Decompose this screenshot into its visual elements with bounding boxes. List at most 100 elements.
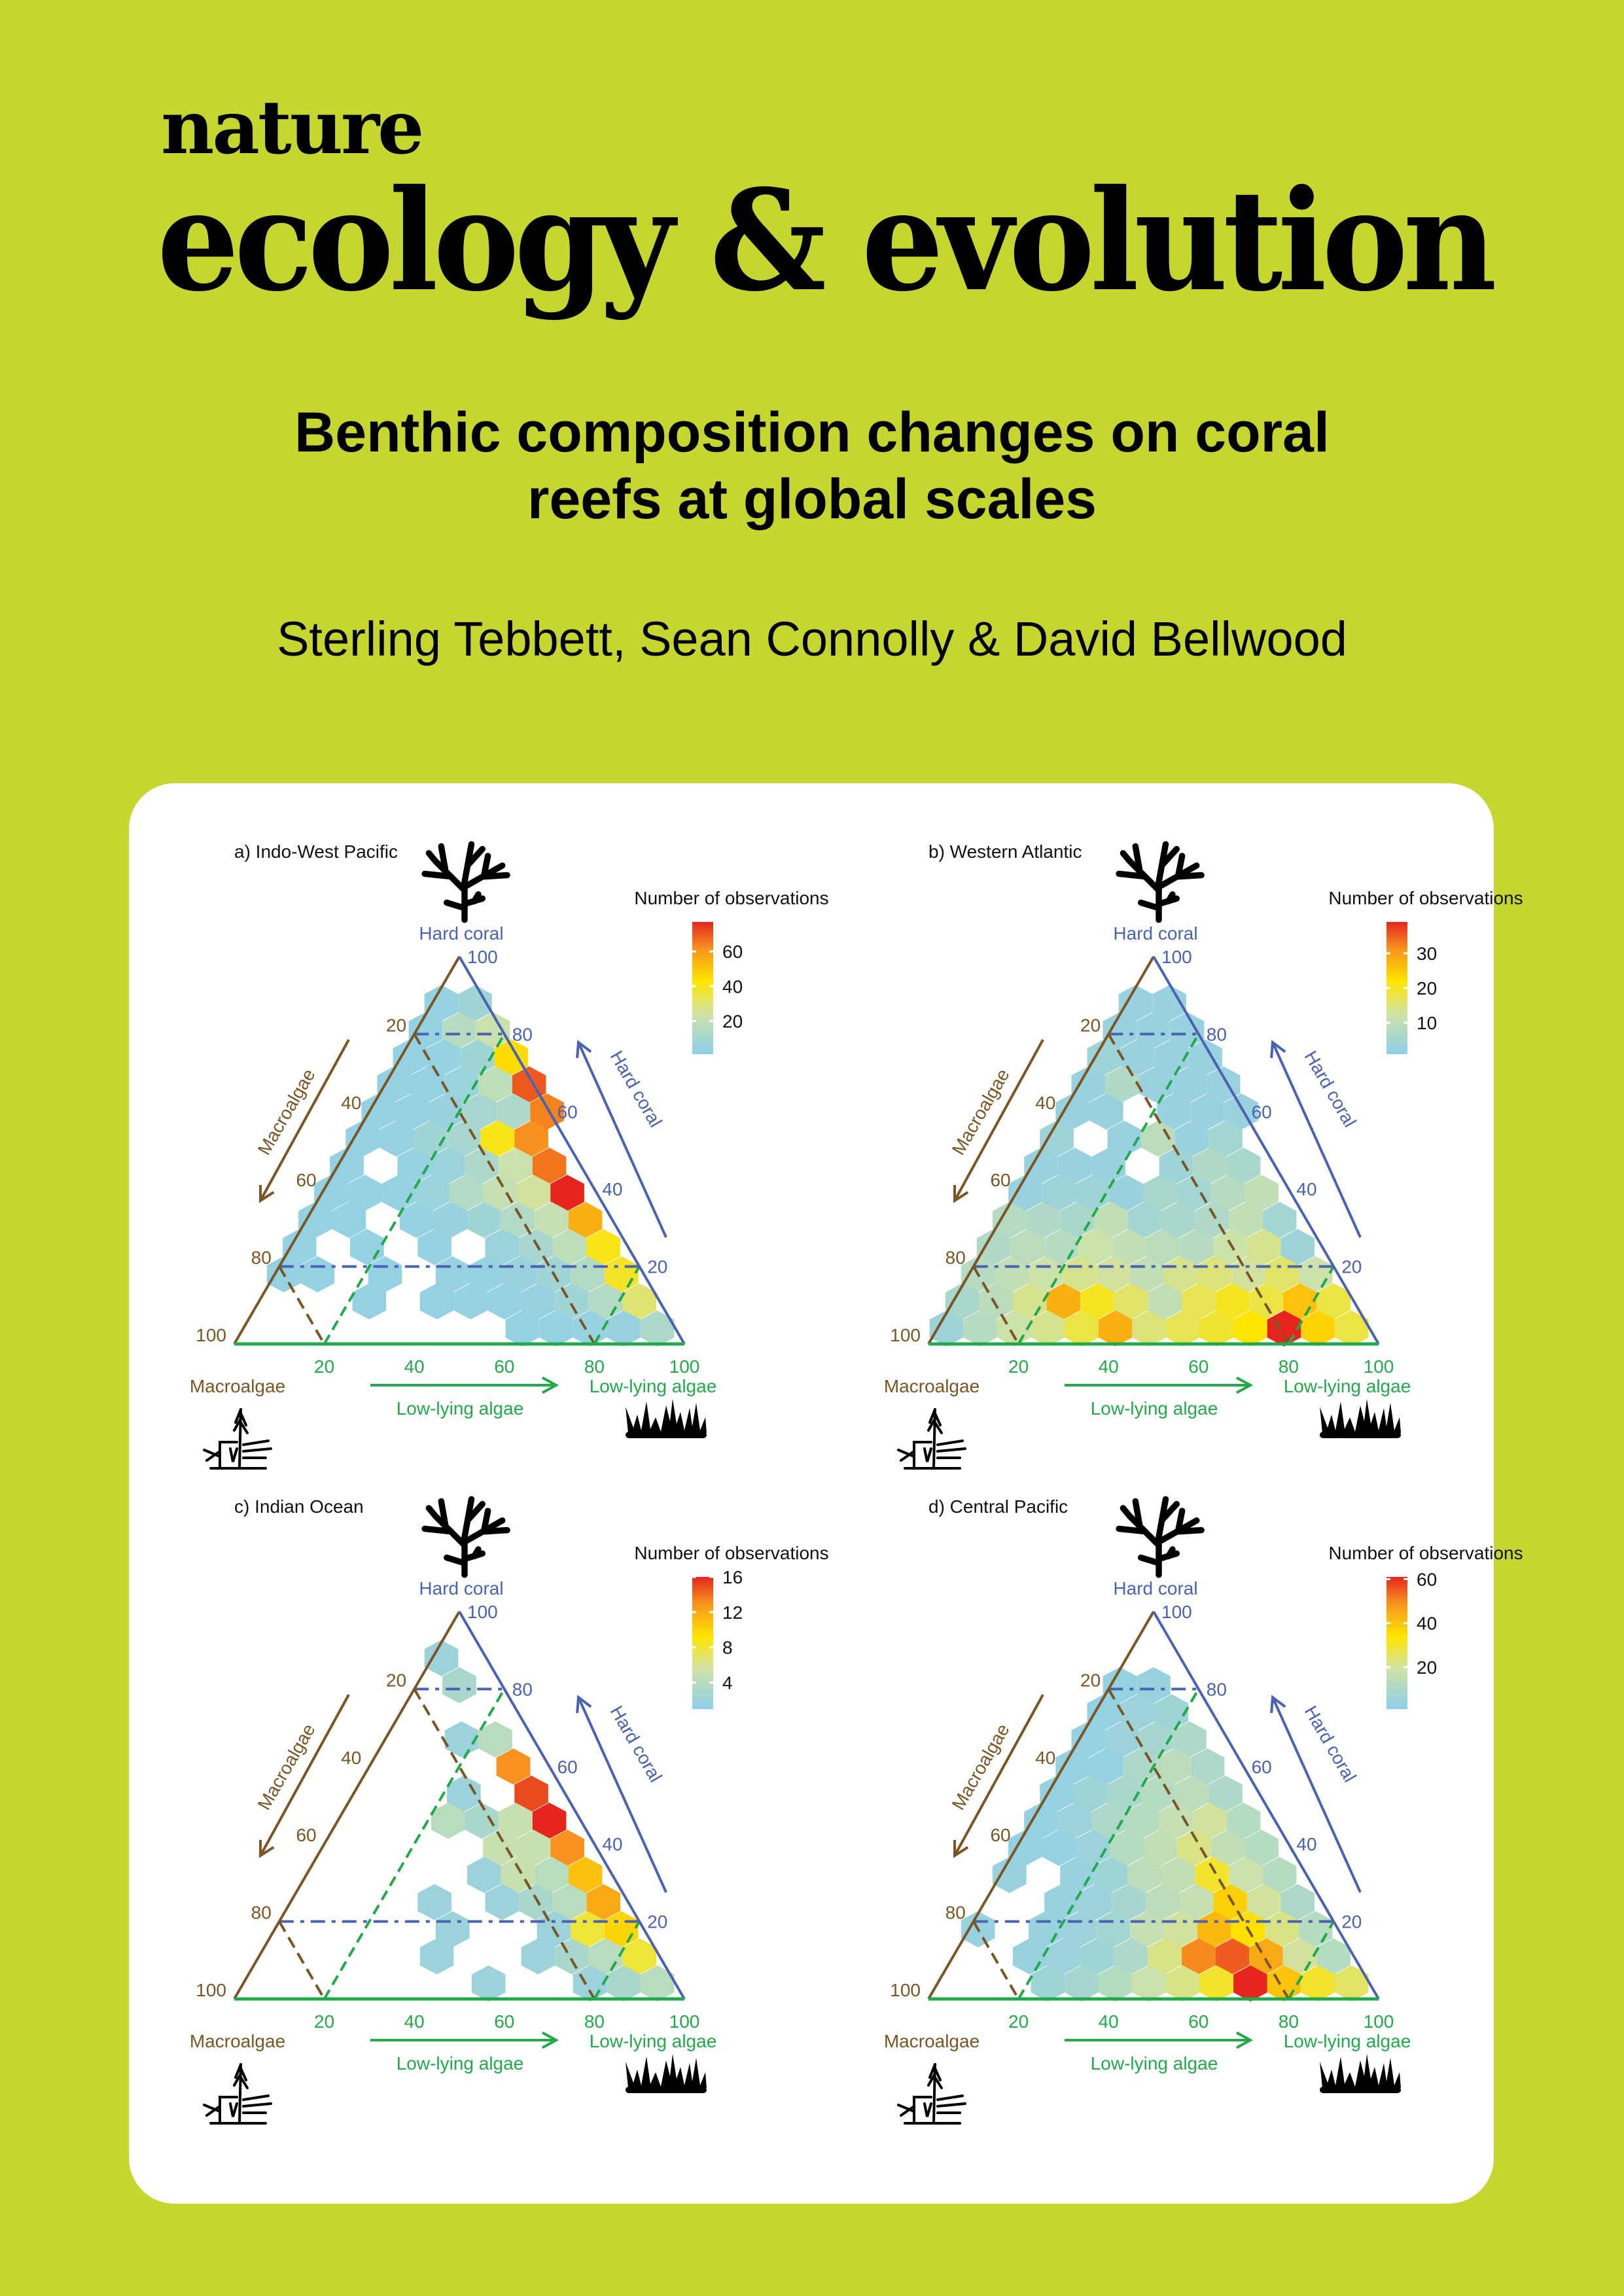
hexbin-cell bbox=[1148, 1283, 1182, 1320]
hexbin-cell bbox=[1174, 1775, 1209, 1812]
hexbin-cell bbox=[1024, 1803, 1058, 1839]
coral-branch bbox=[465, 1500, 486, 1523]
hexbin-cell bbox=[1031, 1965, 1065, 2002]
macroalgae-axis-line bbox=[233, 955, 461, 1345]
hard-coral-arrow bbox=[576, 1040, 667, 1238]
colorbar-tick-label: 12 bbox=[722, 1602, 743, 1623]
panel-title: a) Indo-West Pacific bbox=[234, 841, 398, 862]
arrow-head bbox=[1270, 1040, 1286, 1059]
hexbin-cell bbox=[539, 1310, 573, 1347]
hexbin-cell bbox=[478, 1721, 512, 1757]
reference-line-low-lying-20 bbox=[323, 1688, 506, 2000]
hexbin-cell bbox=[1226, 1803, 1261, 1839]
hexbin-cell bbox=[1262, 1856, 1297, 1894]
hard-coral-axis-line bbox=[458, 1610, 686, 2000]
hexbin-cell bbox=[1112, 1884, 1146, 1920]
hexbin-cell bbox=[514, 1120, 548, 1157]
low-lying-algae-arrow-label: Low-lying algae bbox=[1091, 2053, 1218, 2074]
hexbin-cell bbox=[496, 1093, 531, 1130]
low-lying-algae-tick-label: 100 bbox=[669, 2011, 700, 2032]
hexbin-cell bbox=[1165, 1310, 1200, 1347]
hexbin-cell bbox=[1091, 1803, 1125, 1839]
reference-line-low-lying-20 bbox=[323, 1033, 506, 1345]
coral-branch bbox=[1120, 850, 1133, 865]
hexbin-cell bbox=[485, 1884, 520, 1920]
hexbin-cell bbox=[535, 1856, 569, 1894]
hard-coral-tick-label: 80 bbox=[512, 1679, 533, 1699]
colorbar-tick-label: 20 bbox=[1417, 1657, 1437, 1678]
reference-line-macroalgae-20 bbox=[1107, 1033, 1290, 1345]
hexbin-cell bbox=[1210, 1829, 1245, 1866]
hexbin-cell bbox=[413, 1120, 448, 1157]
low-lying-algae-tick-label: 100 bbox=[1364, 2011, 1394, 2032]
macroalgae-corner-label: Macroalgae bbox=[884, 2031, 980, 2051]
colorbar-tick-label: 60 bbox=[1417, 1569, 1437, 1589]
macroalgae-arrow bbox=[258, 1039, 350, 1203]
hexbin-cell bbox=[586, 1229, 620, 1265]
hexbin-cell bbox=[494, 1039, 528, 1076]
coral-icon bbox=[1116, 841, 1205, 923]
hexbin-cell bbox=[399, 1201, 434, 1239]
hexbin-layer bbox=[266, 985, 675, 1347]
hexbin-cell bbox=[1055, 1748, 1089, 1785]
ternary-panel-4: 20 20 20 40 40 40 60 60 60 80 80 80 100 100 100 d) Cent… bbox=[884, 1496, 1523, 2125]
hexbin-cell bbox=[330, 1148, 364, 1184]
hard-coral-tick-label: 60 bbox=[557, 1102, 578, 1122]
hexbin-cell bbox=[332, 1201, 366, 1239]
hexbin-cell bbox=[485, 1229, 520, 1265]
hexbin-cell bbox=[447, 1775, 481, 1812]
macroalgae-tick-label: 40 bbox=[341, 1093, 361, 1113]
hard-coral-arrow-label: Hard coral bbox=[607, 1703, 666, 1786]
reference-line-macroalgae-20 bbox=[413, 1688, 596, 2000]
colorbar-tick-label: 30 bbox=[1417, 944, 1437, 964]
hard-coral-arrow-label: Hard coral bbox=[607, 1048, 666, 1131]
macroalgae-stroke bbox=[913, 1441, 932, 1470]
low-lying-algae-tick-label: 60 bbox=[494, 1356, 514, 1377]
hexbin-cell bbox=[1165, 1965, 1200, 2002]
macroalgae-arrow bbox=[258, 1694, 350, 1858]
hexbin-cell bbox=[550, 1174, 584, 1211]
coral-branch bbox=[482, 1527, 510, 1535]
coral-branch bbox=[1132, 843, 1143, 873]
coral-branch bbox=[1159, 845, 1180, 868]
arrow-shaft bbox=[953, 1694, 1044, 1856]
hexbin-cell bbox=[417, 1884, 451, 1920]
low-lying-algae-tick-label: 20 bbox=[1008, 1356, 1029, 1377]
turf-grass-icon bbox=[626, 1399, 707, 1438]
hexbin-cell bbox=[1121, 1694, 1155, 1731]
hexbin-cell bbox=[424, 1640, 459, 1676]
hexbin-cell bbox=[347, 1174, 382, 1211]
colorbar-tick-label: 40 bbox=[1417, 1614, 1437, 1634]
hexbin-cell bbox=[1137, 1012, 1171, 1049]
macroalgae-tick-label: 60 bbox=[296, 1825, 316, 1845]
macroalgae-tick-label: 40 bbox=[341, 1748, 361, 1768]
reference-line-low-lying-80 bbox=[593, 1920, 641, 2000]
grass-blades bbox=[1320, 2054, 1401, 2088]
coral-icon bbox=[421, 1496, 510, 1578]
macroalgae-stroke bbox=[936, 1439, 966, 1459]
hard-coral-tick-label: 20 bbox=[647, 1912, 667, 1932]
ternary-panel-3: 20 20 20 40 40 40 60 60 60 80 80 80 100 100 100 c) Indi… bbox=[190, 1496, 829, 2125]
hexbin-cell bbox=[1132, 1965, 1166, 2002]
hexbin-cell bbox=[1040, 1775, 1074, 1812]
hexbin-cell bbox=[1141, 1775, 1175, 1812]
coral-branch bbox=[425, 850, 439, 865]
macroalgae-corner-label: Macroalgae bbox=[190, 2031, 285, 2051]
hexbin-cell bbox=[521, 1283, 556, 1320]
journal-name-line2: ecology & evolution bbox=[157, 159, 1497, 322]
coral-branch bbox=[421, 870, 454, 880]
macroalgae-arrow bbox=[953, 1694, 1044, 1858]
hexbin-cell bbox=[444, 1066, 479, 1103]
hexbin-cell bbox=[1179, 1884, 1214, 1920]
hexbin-cell bbox=[929, 1310, 964, 1347]
colorbar-tick-label: 20 bbox=[1417, 978, 1437, 998]
grass-base bbox=[1320, 1432, 1401, 1438]
coral-icon bbox=[421, 841, 510, 923]
hexbin-cell bbox=[1040, 1120, 1074, 1157]
hard-coral-axis-title: Hard coral bbox=[1113, 1578, 1197, 1598]
hexbin-cell bbox=[1073, 1775, 1108, 1812]
coral-branch bbox=[421, 1525, 454, 1535]
hexbin-cell bbox=[431, 1148, 465, 1184]
hard-coral-tick-label: 60 bbox=[557, 1757, 578, 1777]
